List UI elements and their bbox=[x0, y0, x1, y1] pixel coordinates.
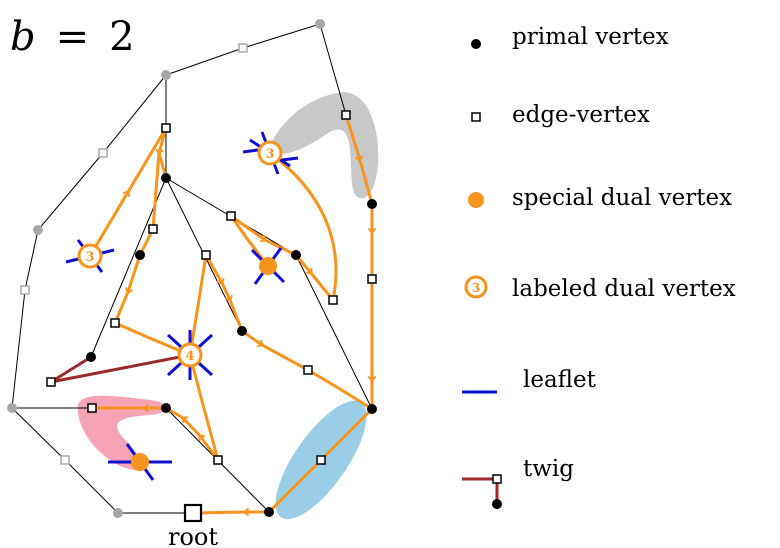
primal-vertices bbox=[86, 173, 377, 517]
white-square-icon bbox=[471, 112, 481, 122]
dual-edge-2 bbox=[113, 127, 168, 324]
legend-primal: primal vertex bbox=[471, 24, 669, 50]
dual-label-3: 4 bbox=[185, 349, 194, 364]
labeled-dual-vertex-2: 3 bbox=[257, 140, 283, 166]
dual-edge-14 bbox=[269, 151, 338, 301]
legend-leaflet: leaflet bbox=[462, 367, 597, 394]
twig-icon-square bbox=[492, 474, 502, 484]
title-eq: = bbox=[56, 14, 90, 60]
legend: primal vertex edge-vertex special dual v… bbox=[462, 24, 736, 509]
dual-edge-11 bbox=[230, 214, 297, 257]
pink-blob bbox=[77, 395, 167, 470]
twig-edges bbox=[50, 353, 191, 384]
twig-icon-dot bbox=[492, 499, 502, 509]
title-var: b bbox=[10, 14, 36, 60]
dual-edge-18 bbox=[192, 507, 269, 517]
root-label: root bbox=[168, 523, 218, 548]
dual-edge-3 bbox=[114, 321, 191, 357]
labeled-dual-vertex-3: 4 bbox=[177, 342, 203, 368]
legend-labeled-label: labeled dual vertex bbox=[512, 276, 736, 302]
legend-leaflet-label: leaflet bbox=[523, 367, 597, 393]
legend-edge-label: edge-vertex bbox=[512, 102, 650, 128]
highlight-blobs bbox=[77, 92, 379, 520]
dual-edge-15 bbox=[344, 114, 374, 205]
edge-vertices bbox=[46, 110, 377, 465]
title-b-equals-2: b = 2 bbox=[10, 14, 135, 60]
legend-special-label: special dual vertex bbox=[512, 185, 732, 211]
orange-ring-icon bbox=[464, 275, 488, 299]
dual-edge-7 bbox=[307, 368, 373, 411]
legend-labeled-icon-text: 3 bbox=[472, 281, 480, 295]
legend-primal-label: primal vertex bbox=[512, 24, 669, 50]
gray-edge-vertices bbox=[20, 43, 248, 465]
root-edge-vertex bbox=[183, 503, 203, 523]
dual-edge-9 bbox=[165, 406, 220, 461]
dual-label-2: 3 bbox=[265, 147, 274, 162]
black-dot-icon bbox=[471, 39, 481, 49]
dual-edge-8 bbox=[188, 354, 220, 461]
legend-twig-label: twig bbox=[523, 456, 574, 482]
dual-edge-4 bbox=[188, 254, 208, 356]
gray-vertices bbox=[7, 19, 325, 518]
twig-icon bbox=[462, 477, 499, 503]
legend-twig: twig bbox=[462, 456, 574, 509]
legend-edge: edge-vertex bbox=[471, 102, 650, 128]
title-value: 2 bbox=[109, 14, 134, 60]
dual-label-1: 3 bbox=[85, 250, 94, 265]
special-dual-vertices bbox=[131, 257, 277, 471]
orange-dot-icon bbox=[468, 192, 484, 208]
gray-blob bbox=[268, 92, 379, 199]
labeled-dual-vertex-1: 3 bbox=[77, 243, 103, 269]
dual-edge-6 bbox=[241, 329, 309, 372]
dual-edge-12 bbox=[294, 254, 335, 301]
dual-edge-5 bbox=[204, 254, 244, 332]
legend-special: special dual vertex bbox=[468, 185, 732, 211]
legend-labeled: 3 labeled dual vertex bbox=[464, 275, 736, 302]
